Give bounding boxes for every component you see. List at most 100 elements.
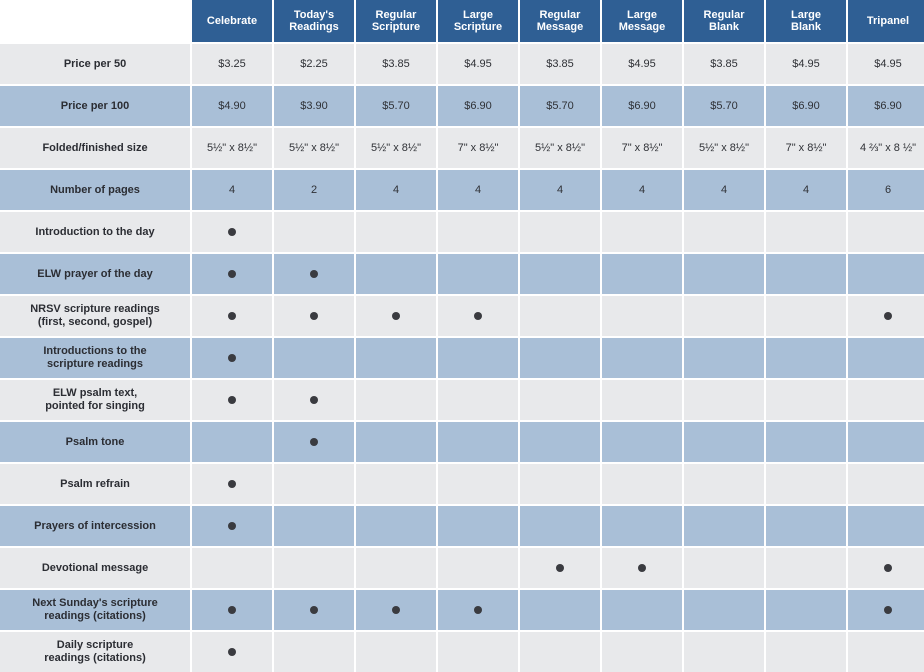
table-cell	[520, 380, 600, 420]
row-label-line2: pointed for singing	[45, 400, 145, 412]
bullet-dot-icon	[638, 564, 646, 572]
table-cell	[274, 212, 354, 252]
table-cell	[520, 590, 600, 630]
table-cell	[520, 212, 600, 252]
row-label: ELW psalm text, pointed for singing	[0, 380, 190, 420]
cell-value: $6.90	[792, 100, 820, 112]
row-label-text: Introductions to the scripture readings	[43, 345, 146, 371]
table-cell	[766, 254, 846, 294]
cell-value: $3.90	[300, 100, 328, 112]
table-cell: 4	[356, 170, 436, 210]
table-cell	[192, 590, 272, 630]
table-cell: 4	[520, 170, 600, 210]
column-header-line2: Scripture	[453, 21, 503, 33]
column-header: Regular Message	[520, 0, 600, 42]
table-cell: $5.70	[520, 86, 600, 126]
cell-value: $6.90	[874, 100, 902, 112]
table-cell	[602, 338, 682, 378]
table-cell: 5½" x 8½"	[274, 128, 354, 168]
row-label: Price per 100	[0, 86, 190, 126]
column-header-line1: Tripanel	[866, 15, 910, 27]
table-cell	[848, 380, 924, 420]
row-label: Psalm refrain	[0, 464, 190, 504]
table-cell	[520, 464, 600, 504]
table-cell	[520, 338, 600, 378]
row-label-line1: Devotional message	[41, 561, 149, 574]
bullet-dot-icon	[474, 312, 482, 320]
cell-value: 4	[474, 184, 482, 196]
table-cell	[356, 380, 436, 420]
cell-value: 5½" x 8½"	[698, 142, 749, 154]
table-cell	[438, 464, 518, 504]
table-cell: $2.25	[274, 44, 354, 84]
table-cell	[438, 632, 518, 672]
table-cell: $6.90	[848, 86, 924, 126]
cell-value: $5.70	[382, 100, 410, 112]
cell-value: 2	[310, 184, 318, 196]
table-cell	[192, 212, 272, 252]
column-header: Large Message	[602, 0, 682, 42]
column-header: Regular Scripture	[356, 0, 436, 42]
table-cell: $3.85	[356, 44, 436, 84]
column-header-line2: Scripture	[371, 21, 421, 33]
column-header: Large Scripture	[438, 0, 518, 42]
table-cell	[848, 338, 924, 378]
table-cell	[602, 380, 682, 420]
table-cell	[438, 506, 518, 546]
column-header-text: Large Message	[619, 9, 665, 33]
table-cell	[684, 422, 764, 462]
table-cell	[274, 632, 354, 672]
table-cell	[438, 212, 518, 252]
column-header-line2: Message	[536, 21, 584, 33]
row-label-line1: Psalm tone	[65, 435, 125, 448]
table-cell	[438, 254, 518, 294]
table-cell	[274, 380, 354, 420]
table-cell: 5½" x 8½"	[520, 128, 600, 168]
cell-value: 5½" x 8½"	[370, 142, 421, 154]
table-cell	[684, 548, 764, 588]
table-cell	[766, 212, 846, 252]
bullet-dot-icon	[228, 270, 236, 278]
table-cell: 5½" x 8½"	[356, 128, 436, 168]
cell-value: $3.85	[710, 58, 738, 70]
table-cell	[438, 590, 518, 630]
cell-value: 7" x 8½"	[457, 142, 499, 154]
table-cell	[766, 296, 846, 336]
cell-value: $4.95	[464, 58, 492, 70]
table-cell	[684, 464, 764, 504]
table-cell: $6.90	[766, 86, 846, 126]
column-header-text: Large Scripture	[454, 9, 502, 33]
column-header-text: Tripanel	[867, 15, 909, 27]
cell-value: $2.25	[300, 58, 328, 70]
row-label-text: Psalm tone	[66, 436, 125, 449]
row-label-line1: Introductions to the	[43, 345, 147, 357]
table-cell: 4	[438, 170, 518, 210]
row-label-text: ELW psalm text, pointed for singing	[45, 387, 145, 413]
table-cell	[520, 548, 600, 588]
column-header: Tripanel	[848, 0, 924, 42]
table-cell: 4	[684, 170, 764, 210]
cell-value: 4	[638, 184, 646, 196]
table-cell	[602, 422, 682, 462]
row-label-text: Psalm refrain	[60, 478, 130, 491]
table-cell	[356, 464, 436, 504]
table-cell	[766, 338, 846, 378]
cell-value: $5.70	[546, 100, 574, 112]
cell-value: $4.95	[628, 58, 656, 70]
column-header-text: Regular Blank	[704, 9, 745, 33]
table-cell	[848, 590, 924, 630]
column-header-line1: Large	[791, 9, 821, 21]
row-label-text: Introduction to the day	[35, 226, 154, 239]
table-cell	[520, 632, 600, 672]
row-label: Psalm tone	[0, 422, 190, 462]
table-cell: $3.90	[274, 86, 354, 126]
row-label-line1: Price per 100	[60, 99, 130, 112]
cell-value: 5½" x 8½"	[288, 142, 339, 154]
table-cell	[684, 254, 764, 294]
column-header-line2: Readings	[289, 21, 339, 33]
row-label: Daily scripture readings (citations)	[0, 632, 190, 672]
column-header: Celebrate	[192, 0, 272, 42]
table-cell	[766, 380, 846, 420]
column-header-text: Celebrate	[207, 15, 257, 27]
row-label-line2: readings (citations)	[44, 610, 146, 622]
